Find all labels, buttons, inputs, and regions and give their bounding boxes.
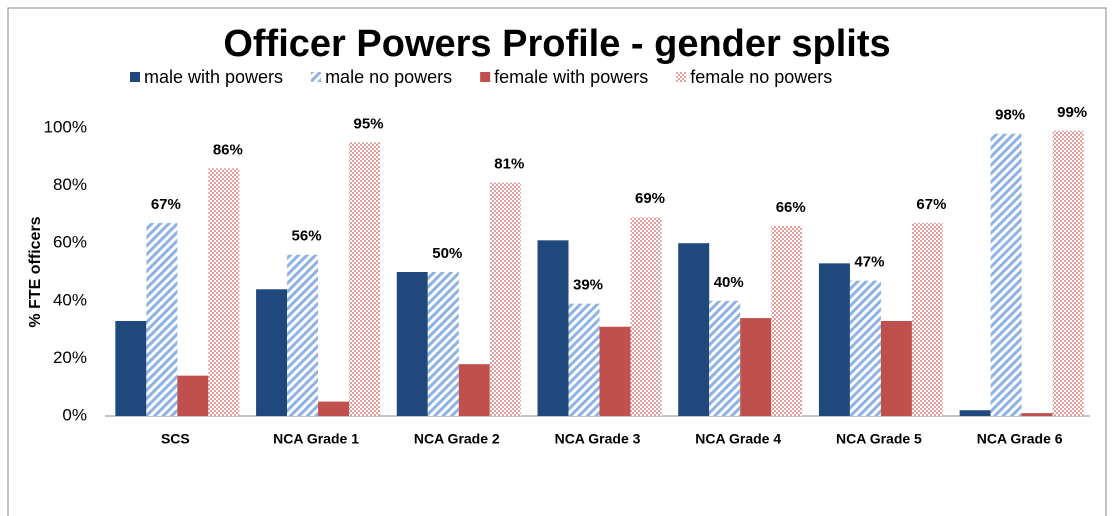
legend-marker (676, 72, 687, 82)
bar (177, 375, 209, 416)
bar (911, 223, 943, 416)
bar (880, 320, 912, 416)
x-tick-label: NCA Grade 5 (836, 431, 922, 447)
data-label: 98% (995, 107, 1025, 124)
bar (458, 364, 490, 416)
legend-label: female with powers (494, 67, 648, 87)
bar (396, 272, 428, 416)
legend-label: male with powers (144, 67, 283, 87)
data-label: 67% (916, 196, 946, 213)
x-tick-label: NCA Grade 1 (273, 431, 359, 447)
bar (208, 168, 240, 416)
data-label: 66% (776, 199, 806, 216)
y-tick-label: 40% (53, 290, 87, 309)
legend-marker (311, 72, 322, 82)
bar (318, 401, 350, 416)
bar (599, 326, 631, 416)
bar (1021, 413, 1053, 416)
bar (537, 240, 569, 416)
y-tick-label: 80% (53, 175, 87, 194)
data-label: 40% (714, 274, 744, 291)
data-label: 56% (292, 228, 322, 245)
chart-title: Officer Powers Profile - gender splits (223, 23, 890, 65)
bar (427, 272, 459, 416)
chart-frame (7, 7, 1107, 516)
legend-marker (130, 72, 140, 82)
data-label: 86% (213, 141, 243, 158)
data-label: 99% (1057, 104, 1087, 121)
legend-label: male no powers (325, 67, 452, 87)
y-axis-label: % FTE officers (27, 216, 44, 327)
y-tick-label: 0% (62, 405, 87, 424)
bar (849, 280, 881, 416)
x-tick-label: NCA Grade 6 (977, 431, 1063, 447)
bar (489, 182, 521, 416)
data-label: 47% (854, 254, 884, 271)
x-tick-label: SCS (161, 431, 190, 447)
data-label: 95% (354, 115, 384, 132)
bar (630, 217, 662, 416)
bar (678, 243, 710, 416)
bar (959, 410, 991, 416)
y-tick-label: 20% (53, 348, 87, 367)
bar (568, 303, 600, 416)
bar (1052, 130, 1084, 416)
x-tick-label: NCA Grade 2 (414, 431, 500, 447)
bar (287, 254, 319, 416)
bar (740, 318, 772, 416)
bar (115, 320, 147, 416)
x-tick-label: NCA Grade 3 (555, 431, 641, 447)
x-tick-label: NCA Grade 4 (695, 431, 781, 447)
legend-label: female no powers (690, 67, 832, 87)
data-label: 39% (573, 277, 603, 294)
y-tick-label: 60% (53, 233, 87, 252)
bar (709, 300, 741, 416)
y-tick-label: 100% (44, 117, 87, 136)
bar (818, 263, 850, 416)
data-label: 50% (432, 245, 462, 262)
bar (256, 289, 288, 416)
data-label: 67% (151, 196, 181, 213)
data-label: 69% (635, 190, 665, 207)
data-label: 81% (494, 156, 524, 173)
bar (771, 225, 803, 416)
bar (990, 133, 1022, 416)
bar (349, 142, 381, 416)
bar (146, 223, 178, 416)
legend-marker (480, 72, 491, 82)
